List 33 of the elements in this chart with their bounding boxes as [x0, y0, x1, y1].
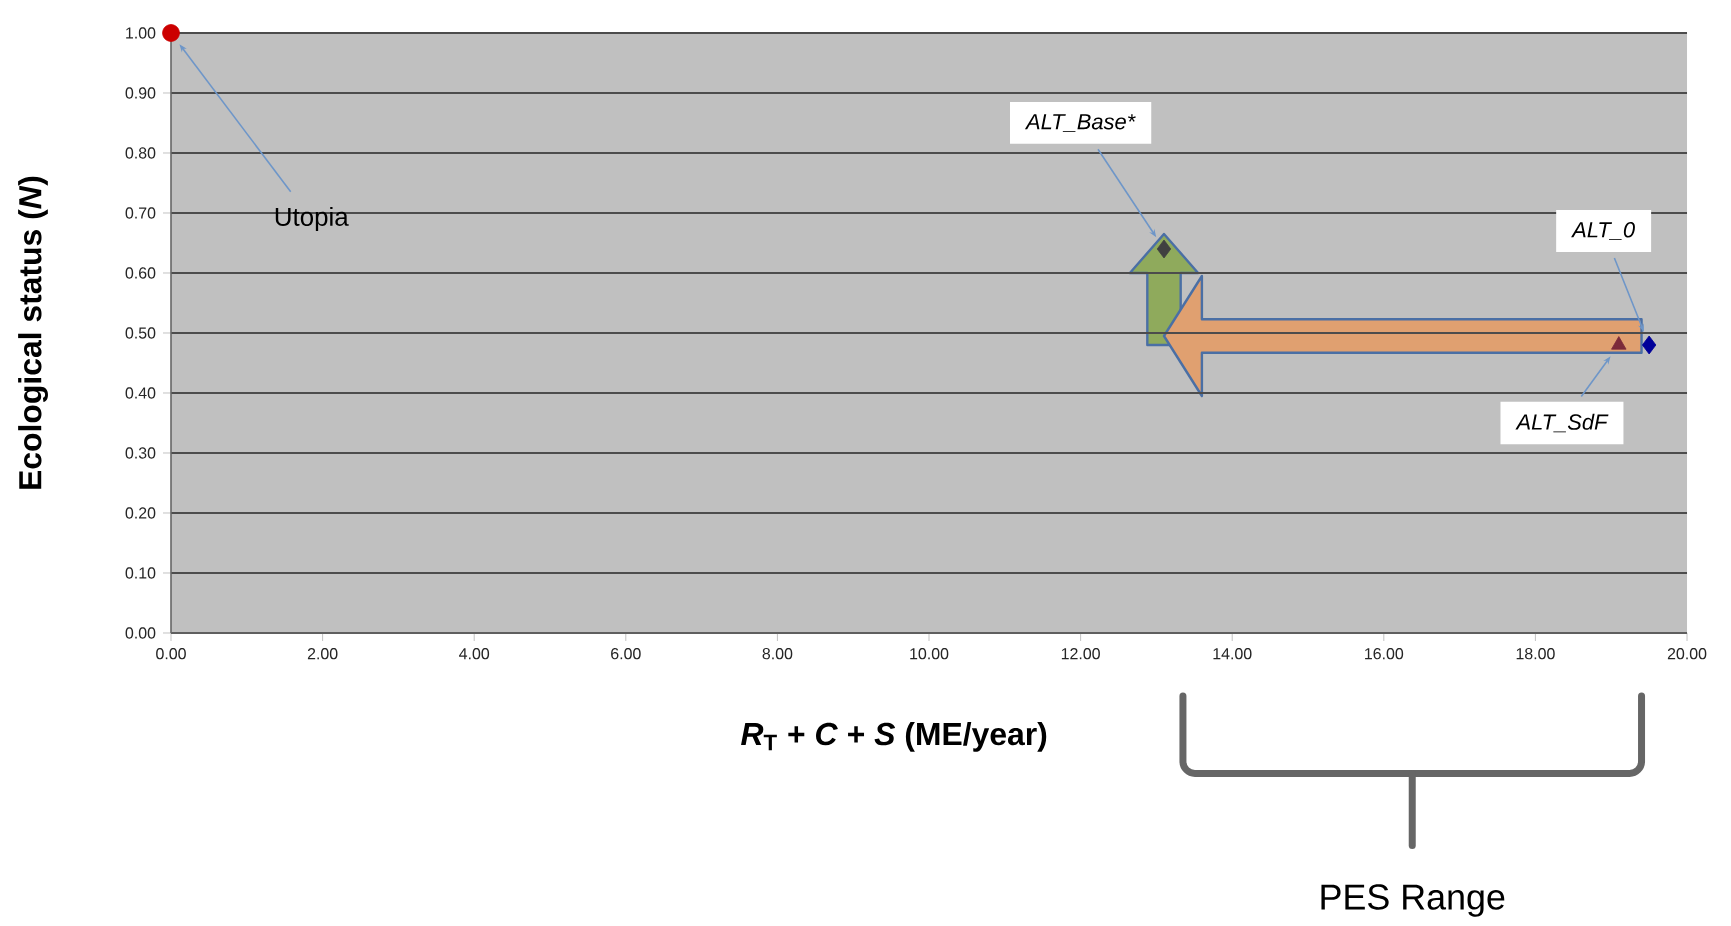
x-axis-title: R$_{T}$ + C + S (ME/year): [741, 721, 1047, 752]
x-tick-label: 20.00: [1667, 648, 1707, 660]
x-tick-label: 2.00: [307, 648, 338, 660]
x-tick-label: 16.00: [1365, 648, 1404, 660]
text: ALT_0: [1571, 222, 1635, 240]
x-tick-label: 8.00: [762, 648, 793, 660]
text: Utopia: [275, 206, 349, 232]
x-tick-label: 14.00: [1213, 648, 1252, 660]
text: ALT_SdF: [1515, 413, 1609, 433]
y-tick-label: 0.90: [125, 87, 156, 99]
y-axis-title: Ecological status (N): [18, 176, 48, 489]
y-tick-label: 0.30: [125, 447, 156, 459]
y-tick-label: 0.20: [125, 507, 156, 519]
x-tick-label: 4.00: [459, 648, 490, 660]
x-tick-label: 18.00: [1516, 648, 1555, 660]
point: [1641, 335, 1657, 355]
y-tick-label: 1.00: [126, 27, 156, 39]
x-tick-label: 6.00: [611, 648, 641, 660]
x-tick-label: 12.00: [1061, 648, 1100, 660]
y-tick-label: 0.00: [125, 627, 156, 639]
y-tick-label: 0.40: [125, 387, 156, 399]
y-tick-label: 0.70: [125, 207, 156, 219]
y-tick-label: 0.60: [125, 267, 156, 279]
y-tick-label: 0.50: [125, 327, 156, 339]
y-tick-label: 0.10: [125, 567, 156, 579]
x-tick-label: 10.00: [910, 648, 949, 660]
point: [1156, 239, 1172, 259]
y-tick-label: 0.80: [125, 147, 156, 159]
text: PES Range: [1321, 884, 1505, 917]
point: [1611, 336, 1627, 350]
point: [162, 24, 180, 42]
x-tick-label: 0.00: [156, 648, 186, 660]
text: ALT_Base*: [1024, 114, 1136, 132]
